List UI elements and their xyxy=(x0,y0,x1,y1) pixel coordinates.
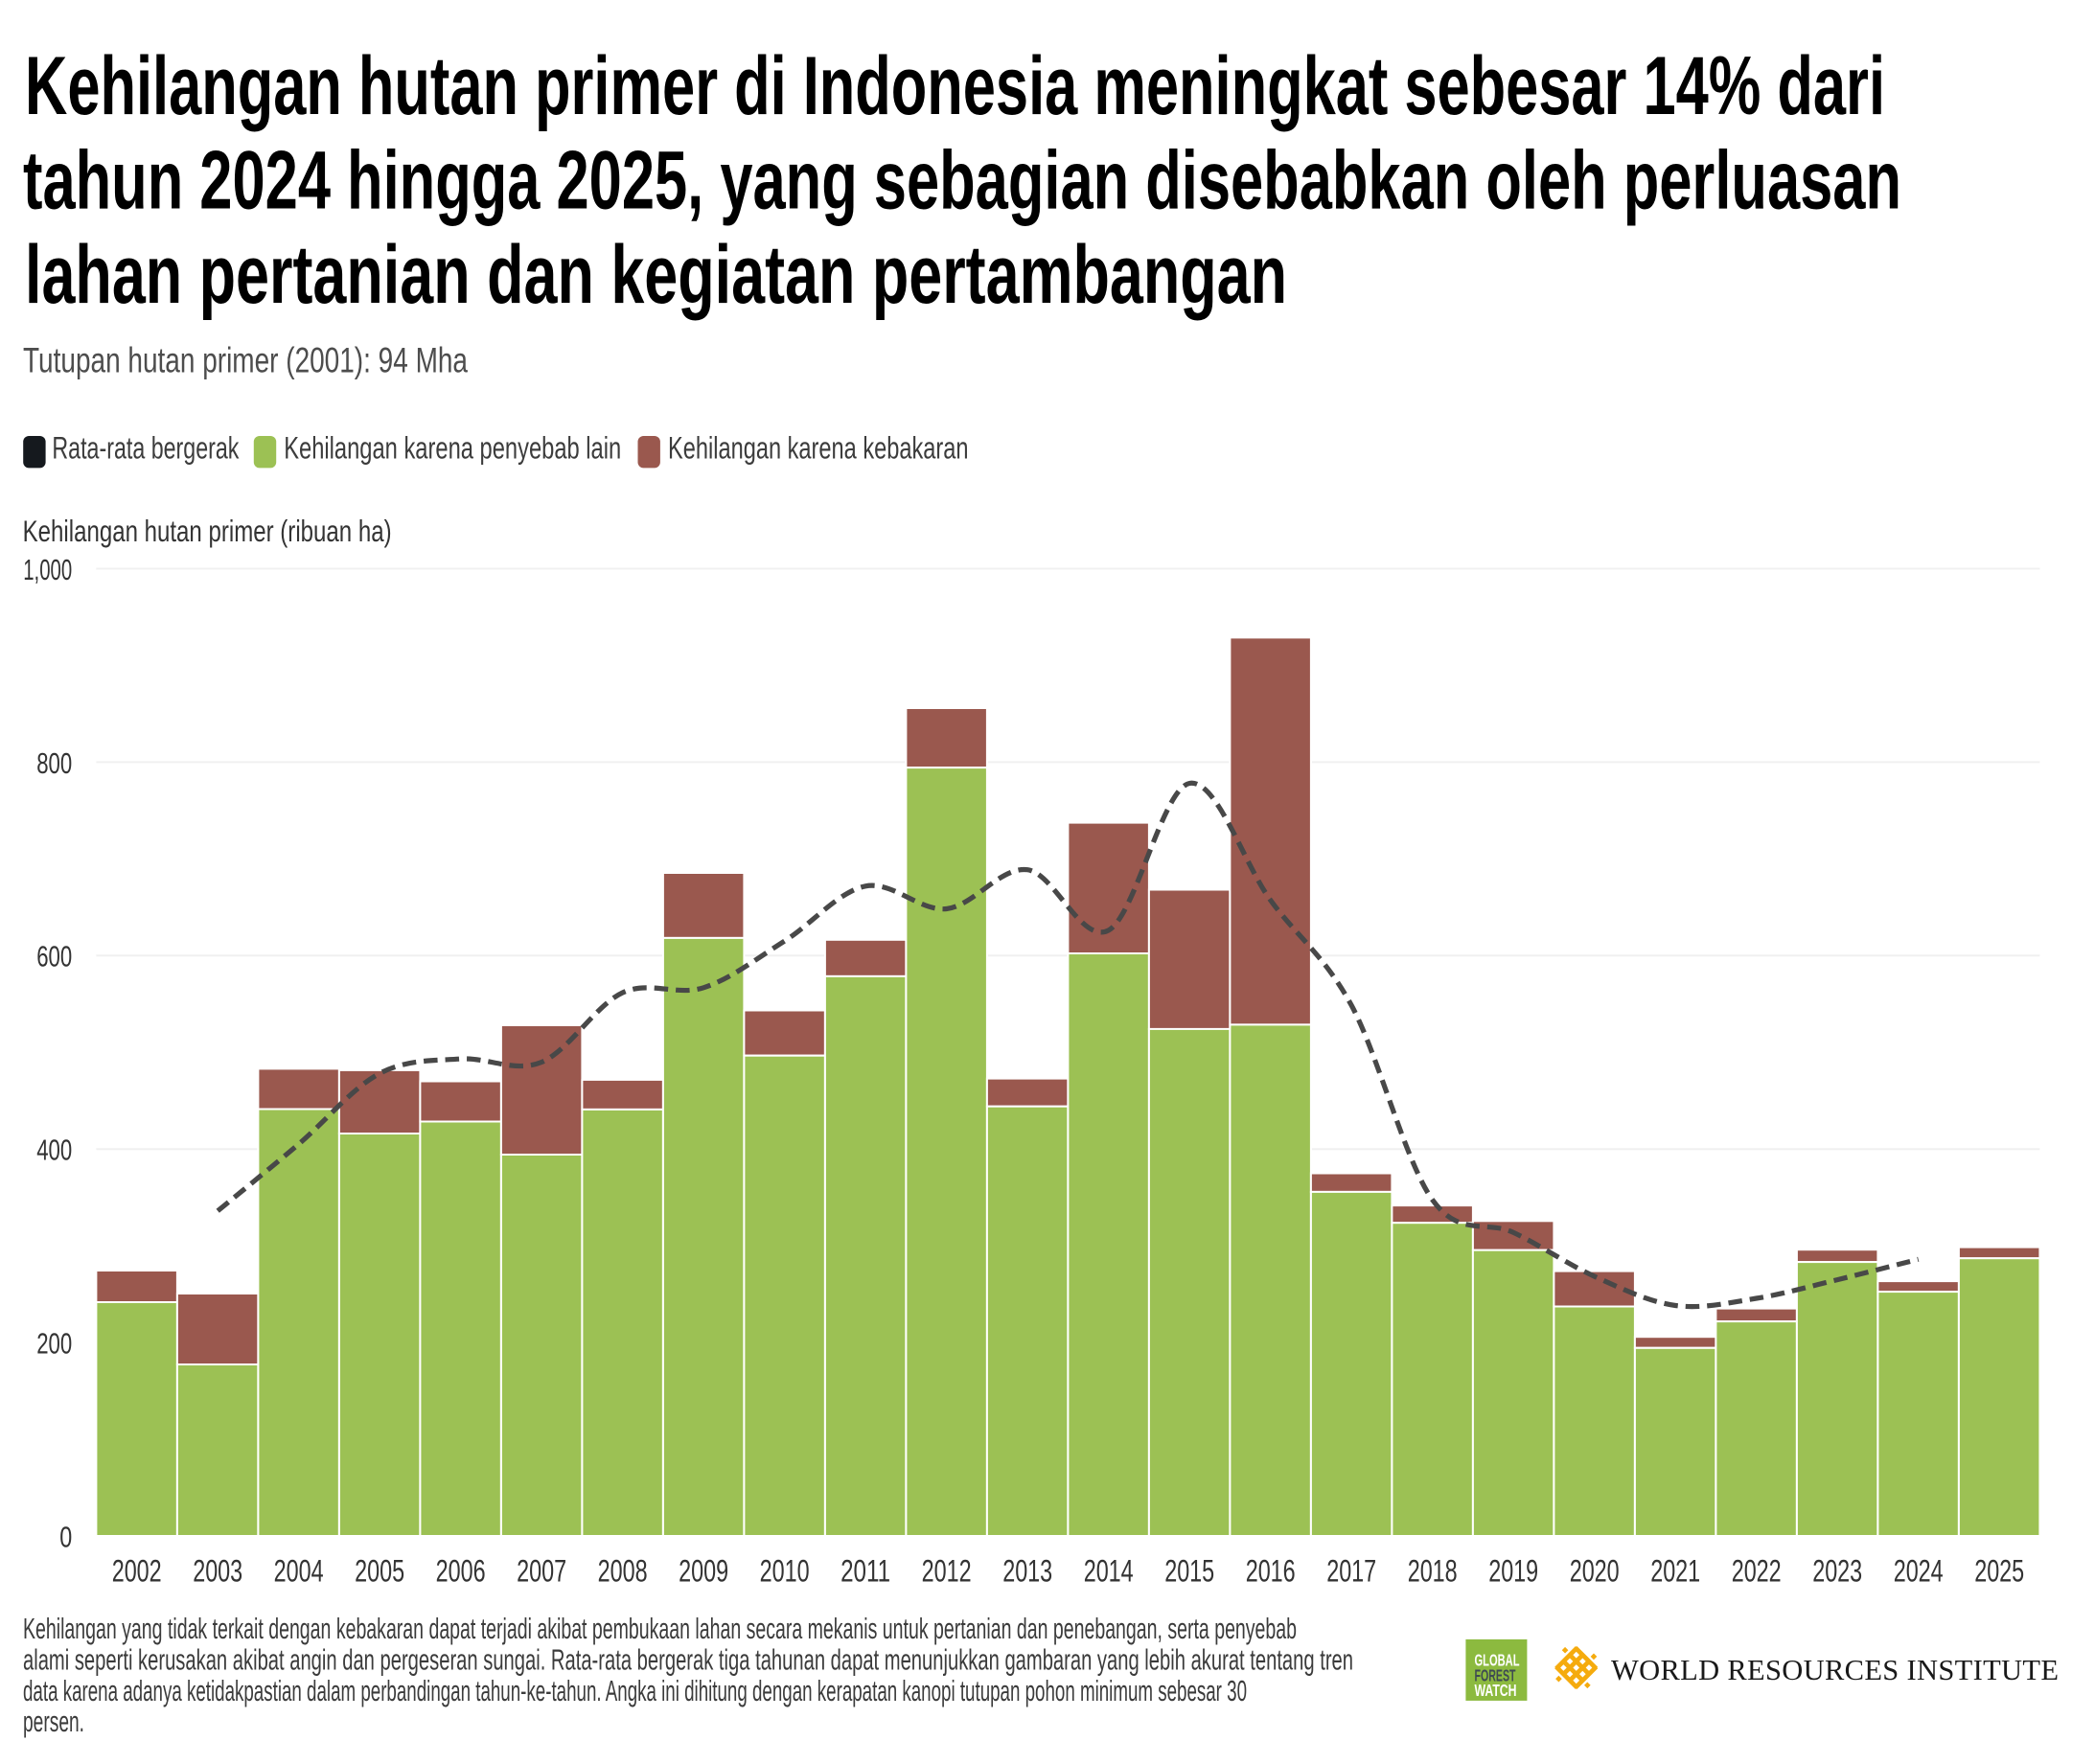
svg-text:2009: 2009 xyxy=(679,1554,728,1589)
svg-text:WORLD RESOURCES INSTITUTE: WORLD RESOURCES INSTITUTE xyxy=(1611,1654,2059,1686)
svg-text:800: 800 xyxy=(36,746,72,780)
svg-text:600: 600 xyxy=(36,940,72,974)
svg-text:2022: 2022 xyxy=(1732,1554,1782,1589)
svg-text:2015: 2015 xyxy=(1164,1554,1214,1589)
svg-text:2017: 2017 xyxy=(1326,1554,1376,1589)
svg-text:2019: 2019 xyxy=(1488,1554,1538,1589)
svg-text:2007: 2007 xyxy=(517,1554,566,1589)
svg-text:2004: 2004 xyxy=(274,1554,324,1589)
svg-text:2002: 2002 xyxy=(112,1554,162,1589)
svg-text:tahun 2024 hingga 2025, yang s: tahun 2024 hingga 2025, yang sebagian di… xyxy=(23,135,1901,227)
svg-text:Kehilangan yang tidak terkait: Kehilangan yang tidak terkait dengan keb… xyxy=(23,1612,1297,1645)
svg-text:lahan pertanian dan kegiatan p: lahan pertanian dan kegiatan pertambanga… xyxy=(25,229,1287,321)
svg-text:Kehilangan hutan primer di Ind: Kehilangan hutan primer di Indonesia men… xyxy=(25,40,1885,132)
svg-text:2011: 2011 xyxy=(840,1554,890,1589)
svg-text:2020: 2020 xyxy=(1570,1554,1620,1589)
svg-text:Rata-rata bergerak: Rata-rata bergerak xyxy=(52,431,240,466)
svg-text:2006: 2006 xyxy=(436,1554,486,1589)
svg-text:2014: 2014 xyxy=(1084,1554,1134,1589)
svg-text:0: 0 xyxy=(59,1520,72,1553)
svg-text:Tutupan hutan primer (2001): 9: Tutupan hutan primer (2001): 94 Mha xyxy=(23,341,468,380)
svg-text:2016: 2016 xyxy=(1246,1554,1296,1589)
svg-text:persen.: persen. xyxy=(23,1705,84,1738)
svg-text:200: 200 xyxy=(36,1327,72,1361)
svg-text:2024: 2024 xyxy=(1894,1554,1944,1589)
svg-text:2010: 2010 xyxy=(760,1554,810,1589)
svg-text:1,000: 1,000 xyxy=(23,553,72,586)
svg-text:GLOBAL: GLOBAL xyxy=(1475,1651,1520,1670)
svg-text:data karena adanya ketidakpast: data karena adanya ketidakpastian dalam … xyxy=(23,1674,1247,1707)
svg-text:Kehilangan karena penyebab lai: Kehilangan karena penyebab lain xyxy=(284,431,621,466)
svg-text:2008: 2008 xyxy=(598,1554,648,1589)
svg-text:Kehilangan hutan primer (ribua: Kehilangan hutan primer (ribuan ha) xyxy=(23,514,392,548)
svg-text:2021: 2021 xyxy=(1650,1554,1700,1589)
svg-text:FOREST: FOREST xyxy=(1475,1665,1516,1684)
svg-text:400: 400 xyxy=(36,1134,72,1167)
svg-text:2005: 2005 xyxy=(355,1554,404,1589)
svg-text:2025: 2025 xyxy=(1974,1554,2024,1589)
svg-text:Kehilangan karena kebakaran: Kehilangan karena kebakaran xyxy=(668,431,969,466)
svg-text:alami seperti kerusakan akibat: alami seperti kerusakan akibat angin dan… xyxy=(23,1642,1353,1676)
svg-text:2003: 2003 xyxy=(193,1554,242,1589)
svg-text:2013: 2013 xyxy=(1002,1554,1052,1589)
svg-text:2018: 2018 xyxy=(1408,1554,1458,1589)
svg-text:2023: 2023 xyxy=(1812,1554,1862,1589)
svg-text:2012: 2012 xyxy=(922,1554,972,1589)
svg-text:WATCH: WATCH xyxy=(1475,1681,1517,1700)
